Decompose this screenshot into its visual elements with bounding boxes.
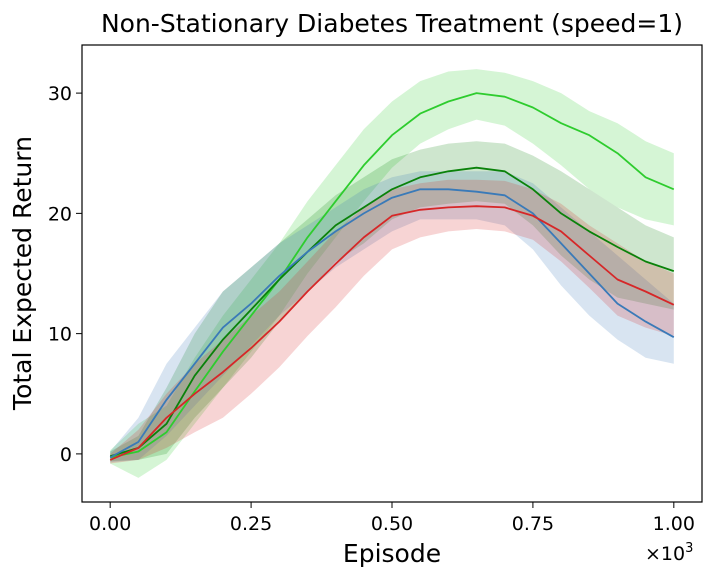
y-tick-label: 10: [48, 324, 72, 346]
x-axis-multiplier-base: ×10: [645, 543, 685, 565]
line-series-3: [109, 188, 675, 459]
x-axis-label: Episode: [343, 539, 441, 568]
confidence-bands: [110, 69, 674, 478]
line-series-1: [110, 92, 675, 459]
line-series-2: [109, 166, 675, 458]
band-series-2: [110, 141, 674, 462]
band-series-1: [110, 69, 674, 478]
y-tick-label: 30: [48, 83, 72, 105]
x-axis-multiplier-exponent: 3: [685, 541, 693, 556]
x-axis-ticks: 0.00 0.25 0.50 0.75 1.00: [89, 502, 695, 535]
band-series-3: [110, 171, 674, 463]
x-tick-label: 1.00: [653, 513, 695, 535]
line-series-4: [109, 205, 675, 461]
x-tick-label: 0.75: [512, 513, 554, 535]
y-axis-label: Total Expected Return: [8, 136, 37, 411]
x-axis-multiplier: ×103: [645, 541, 693, 565]
series-lines: [109, 92, 675, 461]
y-tick-label: 0: [60, 444, 72, 466]
y-tick-label: 20: [48, 203, 72, 225]
x-tick-label: 0.50: [371, 513, 413, 535]
chart-title: Non-Stationary Diabetes Treatment (speed…: [101, 9, 683, 38]
x-tick-label: 0.25: [230, 513, 272, 535]
y-axis-ticks: 0 10 20 30: [48, 83, 82, 466]
x-tick-label: 0.00: [89, 513, 131, 535]
band-series-4: [110, 179, 674, 464]
